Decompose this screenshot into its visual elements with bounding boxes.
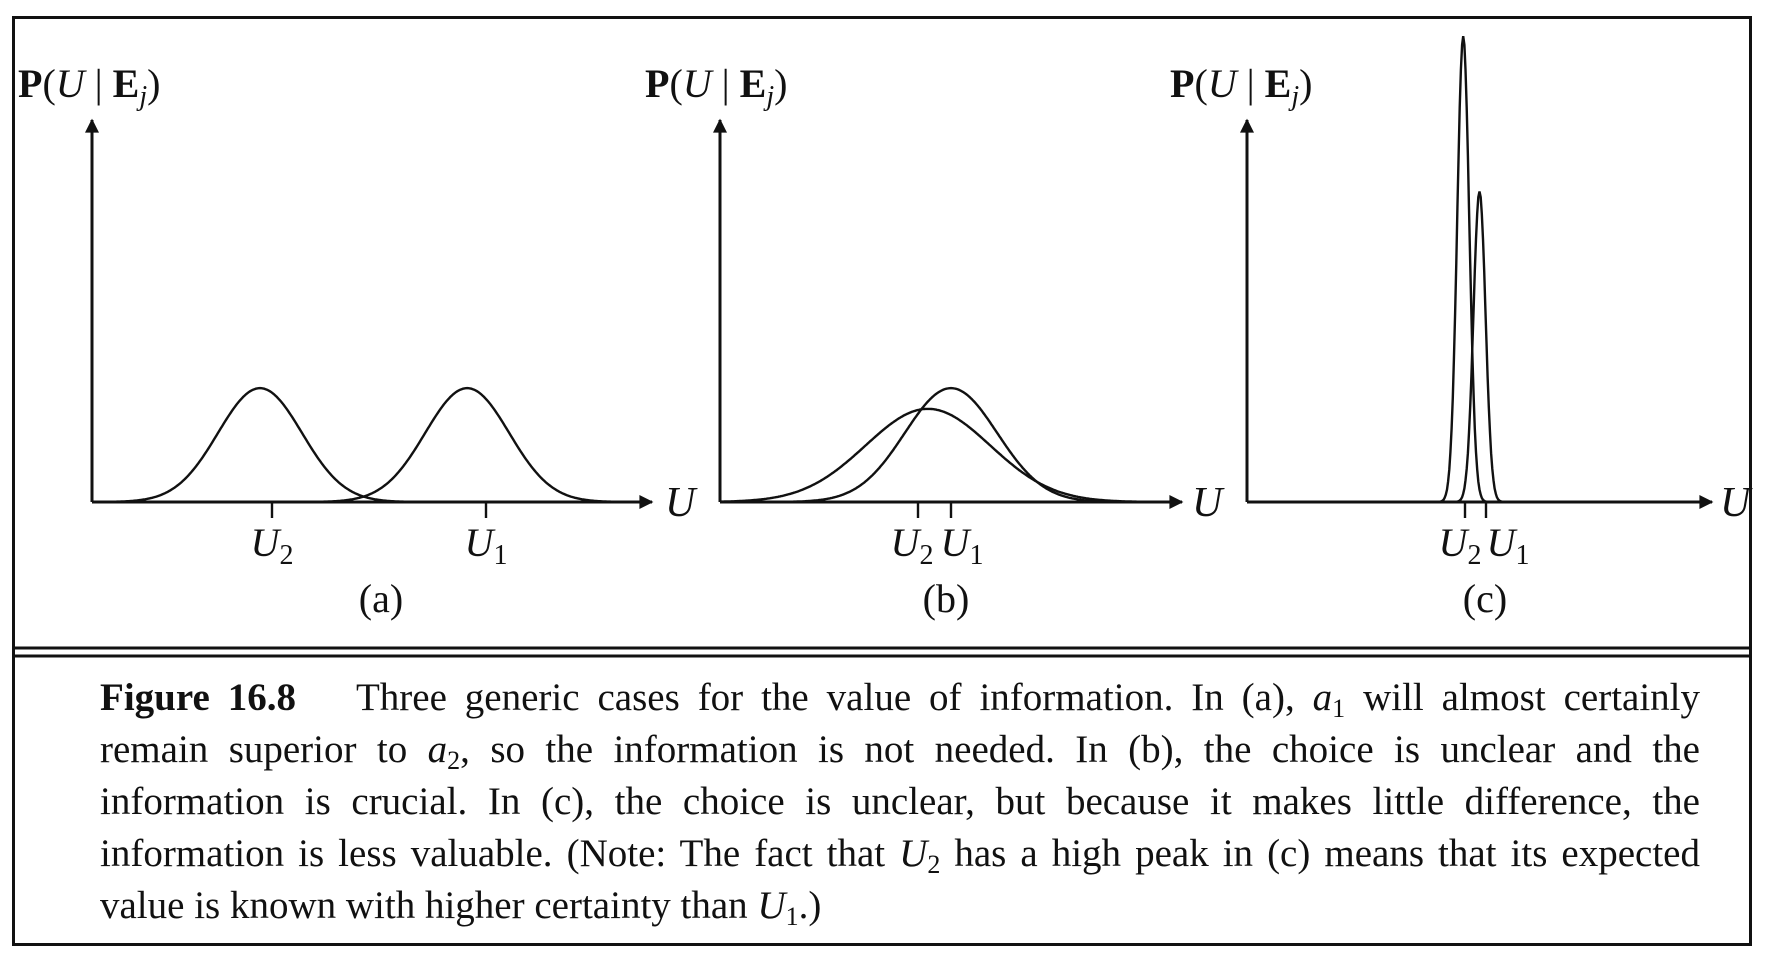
panel-b-xlabel: U [1192,480,1225,526]
panel-c-curve-u2 [1433,36,1494,504]
panel-a: P(U | Ej) U U2 U1 (a) [18,61,698,621]
figure-frame [12,16,1752,946]
panel-c: P(U | Ej) U U2 U1 (c) [1170,36,1753,621]
panel-b-curve-u2 [720,407,1182,504]
panel-a-ticklabel-u1: U1 [465,520,508,571]
panel-c-label: (c) [1463,576,1507,621]
panel-b: P(U | Ej) U U2 U1 (b) [645,61,1225,621]
panel-c-ticklabel-u1: U1 [1487,520,1530,571]
panel-a-ylabel: P(U | Ej) [18,61,160,112]
panel-c-ylabel: P(U | Ej) [1170,61,1312,112]
panel-c-curve-u1 [1449,191,1510,504]
panel-a-label: (a) [359,576,403,621]
panel-b-ticklabel-u2: U2 [891,520,934,571]
panel-b-label: (b) [923,576,970,621]
panel-c-xlabel: U [1720,480,1753,526]
panel-b-curve-u1 [720,386,1182,504]
panel-b-ticklabel-u1: U1 [941,520,984,571]
figure-caption: Figure 16.8 Three generic cases for the v… [100,676,1701,931]
panel-b-ylabel: P(U | Ej) [645,61,787,112]
figure-label: Figure 16.8 [100,676,296,719]
panel-a-xlabel: U [665,480,698,526]
panel-a-curve-u2 [92,386,470,504]
panel-a-ticklabel-u2: U2 [251,520,294,571]
panel-c-ticklabel-u2: U2 [1439,520,1482,571]
panel-a-curve-u1 [258,386,652,504]
